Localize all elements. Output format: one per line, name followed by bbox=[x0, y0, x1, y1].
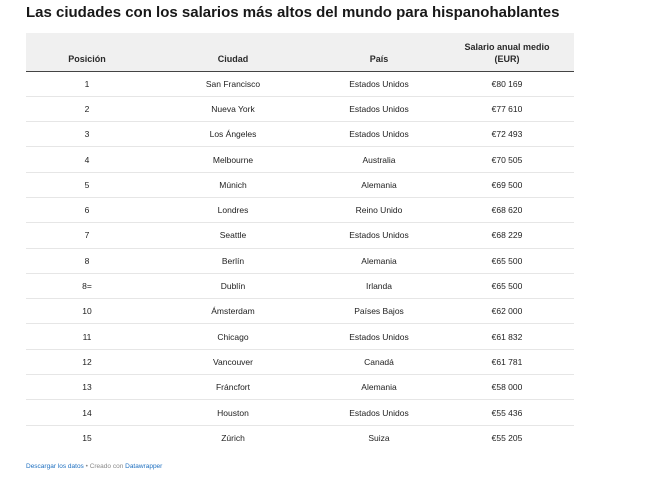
cell-salary: €72 493 bbox=[440, 121, 574, 148]
cell-country: Suiza bbox=[368, 433, 390, 444]
cell-country: Australia bbox=[318, 146, 440, 173]
cell-salary: €65 500 bbox=[440, 248, 574, 274]
cell-city: Nueva York bbox=[148, 96, 318, 123]
cell-city: Seattle bbox=[148, 222, 318, 249]
cell-country: Países Bajos bbox=[318, 298, 440, 325]
cell-salary: €65 500 bbox=[440, 273, 574, 300]
cell-salary: €70 505 bbox=[440, 146, 574, 173]
datawrapper-link[interactable]: Datawrapper bbox=[125, 463, 163, 470]
table-title: Las ciudades con los salarios más altos … bbox=[26, 4, 560, 21]
cell-salary: €69 500 bbox=[440, 172, 574, 198]
table-row: 2 Nueva York Estados Unidos €77 610 bbox=[26, 96, 574, 123]
cell-salary: €58 000 bbox=[440, 374, 574, 401]
footer-separator: • Creado con bbox=[83, 463, 126, 470]
cell-salary: €55 205 bbox=[491, 433, 523, 444]
table-body: 1 San Francisco Estados Unidos €80 169 2 Nuev… bbox=[26, 71, 574, 450]
cell-position: 7 bbox=[26, 222, 148, 249]
table-row: 1 San Francisco Estados Unidos €80 169 bbox=[26, 71, 574, 97]
footer: Descargar los datos • Creado con Datawra… bbox=[26, 463, 162, 470]
cell-position: 1 bbox=[26, 71, 148, 97]
header-country[interactable]: País bbox=[318, 33, 440, 72]
cell-city: Melbourne bbox=[148, 146, 318, 173]
table-row: 10 Ámsterdam Países Bajos €62 000 bbox=[26, 298, 574, 325]
table-row: 11 Chicago Estados Unidos €61 832 bbox=[26, 323, 574, 350]
cell-salary: €62 000 bbox=[440, 298, 574, 325]
cell-country: Estados Unidos bbox=[318, 399, 440, 426]
table-row: 5 Múnich Alemania €69 500 bbox=[26, 172, 574, 198]
cell-city: Berlín bbox=[148, 248, 318, 274]
table-row: 13 Fráncfort Alemania €58 000 bbox=[26, 374, 574, 401]
table-row: 3 Los Ángeles Estados Unidos €72 493 bbox=[26, 121, 574, 148]
cell-salary: €80 169 bbox=[440, 71, 574, 97]
cell-city: Londres bbox=[148, 197, 318, 224]
table-row: 8= Dublín Irlanda €65 500 bbox=[26, 273, 574, 300]
cell-position: 2 bbox=[26, 96, 148, 123]
cell-country: Estados Unidos bbox=[318, 323, 440, 350]
cell-country: Estados Unidos bbox=[318, 222, 440, 249]
cell-city: Los Ángeles bbox=[148, 121, 318, 148]
cell-country: Estados Unidos bbox=[318, 96, 440, 123]
cell-position: 8= bbox=[26, 273, 148, 300]
table-row: 15 Zúrich Suiza €55 205 bbox=[26, 425, 574, 450]
table-header-row: Posición Ciudad País Salario anual medio… bbox=[26, 33, 574, 72]
cell-salary: €68 620 bbox=[440, 197, 574, 224]
cell-city: Dublín bbox=[148, 273, 318, 300]
cell-country: Alemania bbox=[318, 374, 440, 401]
header-salary-label: Salario anual medio (EUR) bbox=[464, 41, 550, 64]
cell-position: 10 bbox=[26, 298, 148, 325]
download-data-link[interactable]: Descargar los datos bbox=[26, 463, 84, 470]
table-row: 8 Berlín Alemania €65 500 bbox=[26, 248, 574, 274]
table-row: 7 Seattle Estados Unidos €68 229 bbox=[26, 222, 574, 249]
cell-city: Vancouver bbox=[148, 349, 318, 376]
cell-position: 4 bbox=[26, 146, 148, 173]
cell-position: 13 bbox=[26, 374, 148, 401]
table-row: 12 Vancouver Canadá €61 781 bbox=[26, 349, 574, 376]
cell-city: Fráncfort bbox=[148, 374, 318, 401]
cell-position: 3 bbox=[26, 121, 148, 148]
cell-position: 15 bbox=[82, 433, 92, 444]
cell-position: 6 bbox=[26, 197, 148, 224]
cell-city: Múnich bbox=[148, 172, 318, 198]
cell-country: Irlanda bbox=[318, 273, 440, 300]
table-row: 4 Melbourne Australia €70 505 bbox=[26, 146, 574, 173]
cell-salary: €77 610 bbox=[440, 96, 574, 123]
cell-position: 12 bbox=[26, 349, 148, 376]
header-position[interactable]: Posición bbox=[26, 33, 148, 72]
header-salary[interactable]: Salario anual medio (EUR) bbox=[440, 33, 574, 72]
cell-country: Alemania bbox=[318, 248, 440, 274]
cell-position: 14 bbox=[26, 399, 148, 426]
cell-country: Estados Unidos bbox=[318, 71, 440, 97]
cell-city: Houston bbox=[148, 399, 318, 426]
cell-position: 5 bbox=[26, 172, 148, 198]
cell-salary: €68 229 bbox=[440, 222, 574, 249]
table-row: 6 Londres Reino Unido €68 620 bbox=[26, 197, 574, 224]
cell-country: Canadá bbox=[318, 349, 440, 376]
cell-city: Ámsterdam bbox=[148, 298, 318, 325]
header-city[interactable]: Ciudad bbox=[148, 33, 318, 72]
table-row: 14 Houston Estados Unidos €55 436 bbox=[26, 399, 574, 426]
cell-salary: €55 436 bbox=[440, 399, 574, 426]
cell-salary: €61 832 bbox=[440, 323, 574, 350]
data-table: Posición Ciudad País Salario anual medio… bbox=[26, 33, 574, 450]
cell-country: Reino Unido bbox=[318, 197, 440, 224]
cell-city: Chicago bbox=[148, 323, 318, 350]
cell-city: San Francisco bbox=[148, 71, 318, 97]
cell-position: 8 bbox=[26, 248, 148, 274]
cell-salary: €61 781 bbox=[440, 349, 574, 376]
cell-city: Zúrich bbox=[221, 433, 245, 444]
cell-country: Alemania bbox=[318, 172, 440, 198]
cell-position: 11 bbox=[26, 323, 148, 350]
cell-country: Estados Unidos bbox=[318, 121, 440, 148]
